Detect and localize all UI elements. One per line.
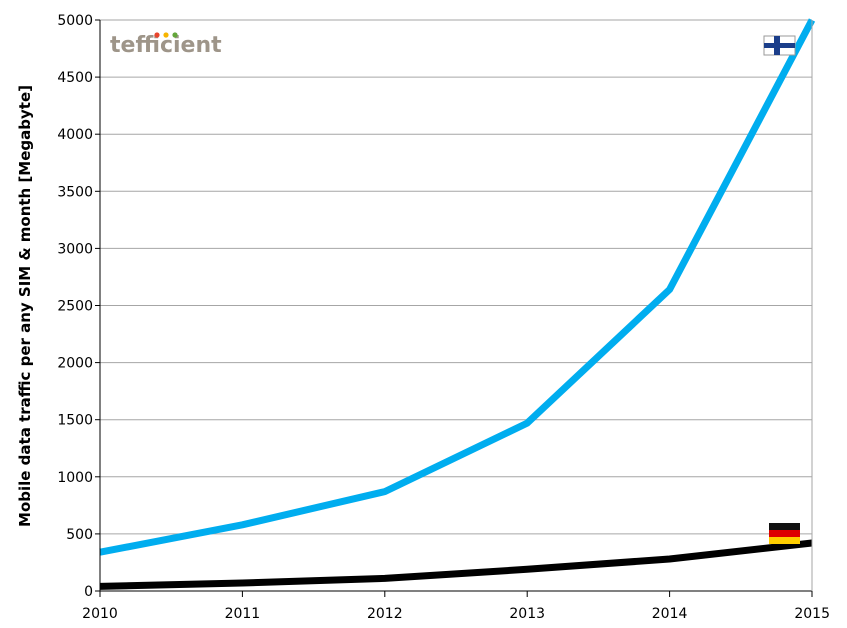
x-tick-label: 2012 — [367, 606, 403, 622]
y-tick-label: 1000 — [57, 470, 93, 486]
x-tick-label: 2014 — [652, 606, 688, 622]
x-tick-labels: 2010 2011 2012 2013 2014 2015 — [82, 606, 830, 622]
y-tick-label: 0 — [84, 584, 93, 600]
germany-flag-icon — [769, 523, 800, 544]
y-tick-label: 2000 — [57, 356, 93, 372]
series-lines — [99, 18, 816, 590]
y-tick-label: 4500 — [57, 70, 93, 86]
logo-dot — [154, 32, 160, 38]
y-tick-label: 3500 — [57, 184, 93, 200]
logo-dot — [163, 32, 169, 38]
y-tick-label: 1500 — [57, 413, 93, 429]
axes — [95, 19, 813, 597]
series-line-0 — [99, 18, 816, 556]
y-tick-label: 3000 — [57, 241, 93, 257]
x-tick-label: 2015 — [794, 606, 830, 622]
y-tick-label: 5000 — [57, 13, 93, 29]
x-tick-label: 2011 — [225, 606, 261, 622]
y-tick-label: 4000 — [57, 127, 93, 143]
finland-flag-icon — [763, 35, 796, 56]
y-tick-labels: 0 500 1000 1500 2000 2500 3000 3500 4000 4500 5000 — [57, 13, 93, 600]
gridlines — [100, 19, 812, 535]
x-tick-label: 2010 — [82, 606, 118, 622]
tefficient-logo: tefficient — [110, 32, 222, 58]
y-tick-label: 2500 — [57, 299, 93, 315]
y-axis-label: Mobile data traffic per any SIM & month … — [16, 85, 34, 527]
y-tick-label: 500 — [66, 527, 93, 543]
series-line-1 — [99, 539, 813, 590]
x-tick-label: 2013 — [509, 606, 545, 622]
logo-dot — [172, 32, 178, 38]
